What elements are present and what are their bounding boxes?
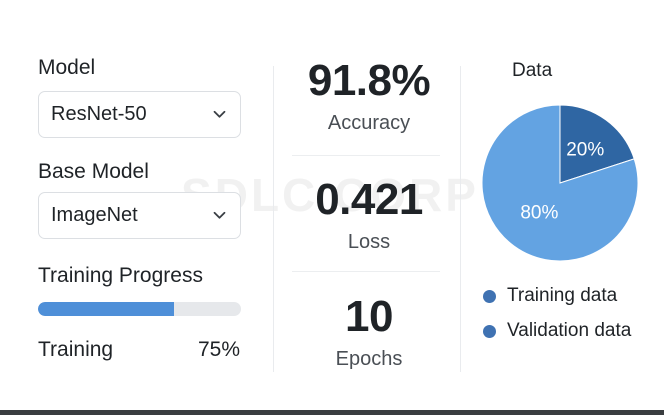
- pie-data-label: 20%: [566, 139, 604, 160]
- legend-item-validation: Validation data: [483, 320, 631, 342]
- accuracy-label: Accuracy: [327, 112, 411, 134]
- legend-item-training: Training data: [483, 285, 617, 307]
- metric-divider: [292, 155, 440, 156]
- training-progress-fill: [38, 302, 174, 316]
- training-status: Training: [38, 338, 114, 361]
- data-chart-title: Data: [512, 60, 553, 81]
- metric-divider: [292, 271, 440, 272]
- base-model-label: Base Model: [38, 160, 149, 183]
- training-progress-title: Training Progress: [38, 264, 203, 287]
- epochs-label: Epochs: [335, 348, 403, 370]
- accuracy-value: 91.8%: [307, 56, 431, 105]
- model-select[interactable]: ResNet-50: [38, 91, 241, 138]
- epochs-value: 10: [345, 292, 393, 341]
- training-progress-bar: [38, 302, 241, 316]
- base-model-select-value: ImageNet: [51, 204, 138, 226]
- model-label: Model: [38, 56, 96, 79]
- pie-data-label: 80%: [520, 202, 558, 223]
- model-select-value: ResNet-50: [51, 103, 147, 125]
- base-model-select[interactable]: ImageNet: [38, 192, 241, 239]
- chevron-down-icon: [212, 108, 226, 122]
- pie-slice-training-data: [481, 104, 639, 262]
- column-divider: [460, 66, 461, 372]
- loss-value: 0.421: [315, 175, 423, 224]
- training-percent: 75%: [198, 338, 241, 361]
- legend-dot-icon: [483, 324, 496, 338]
- legend-label: Validation data: [507, 320, 632, 341]
- legend-dot-icon: [483, 289, 496, 303]
- data-split-pie-chart: 20% 80%: [481, 104, 639, 262]
- chevron-down-icon: [212, 209, 226, 223]
- column-divider: [273, 66, 274, 372]
- legend-label: Training data: [507, 285, 618, 306]
- pie-slice-validation-data: [559, 104, 635, 184]
- window-bottom-edge: [0, 410, 664, 415]
- loss-label: Loss: [347, 231, 391, 253]
